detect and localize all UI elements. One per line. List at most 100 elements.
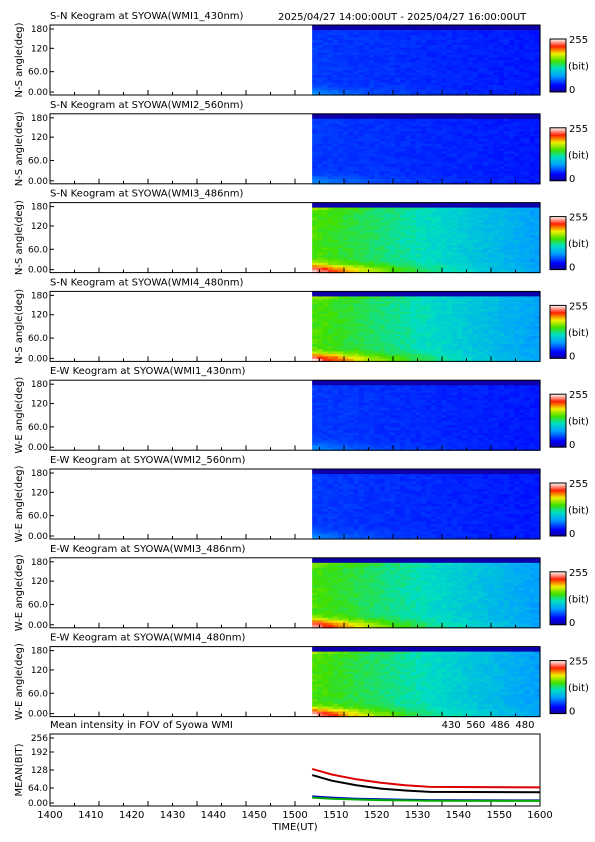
keogram-panel-3: S-N Keogram at SYOWA(WMI3_486nm)180 120 60…: [14, 189, 589, 276]
y-tick-label: 128: [31, 766, 48, 776]
series-line-486: [311, 767, 541, 789]
colorbar: 255 (bit) 0: [549, 124, 589, 185]
heatmap-image: [312, 113, 541, 185]
x-tick-label: 1550: [486, 810, 511, 821]
colorbar-max-label: 255: [569, 35, 588, 46]
x-tick-label: 1540: [446, 810, 471, 821]
colorbar-max-label: 255: [569, 479, 588, 490]
colorbar: 255 (bit) 0: [549, 301, 589, 362]
panel-title: S-N Keogram at SYOWA(WMI4_480nm): [50, 277, 244, 288]
panel-title: S-N Keogram at SYOWA(WMI2_560nm): [50, 100, 244, 111]
y-axis-label: N-S angle(deg): [14, 22, 25, 97]
colorbar-min-label: 0: [569, 85, 575, 96]
heatmap-image: [312, 291, 541, 362]
y-tick-label: 120: [31, 488, 48, 498]
colorbar-min-label: 0: [569, 174, 575, 185]
heatmap-image: [312, 557, 541, 629]
colorbar-max-label: 255: [569, 124, 588, 135]
colorbar: 255 (bit) 0: [549, 213, 589, 274]
y-axis-label: N-S angle(deg): [14, 200, 25, 275]
y-tick-label: 60.0: [28, 600, 48, 610]
y-tick-label: 60.0: [28, 245, 48, 255]
colorbar: 255 (bit) 0: [549, 479, 589, 540]
y-tick-label: 0.00: [28, 621, 48, 631]
colorbar: 255 (bit) 0: [549, 657, 589, 718]
colorbar-min-label: 0: [569, 618, 575, 629]
colorbar-unit-label: (bit): [568, 417, 589, 428]
y-axis-label: W-E angle(deg): [14, 377, 25, 454]
x-tick-label: 1510: [323, 810, 348, 821]
panel-title: E-W Keogram at SYOWA(WMI3_486nm): [50, 544, 246, 555]
x-tick-label: 1530: [405, 810, 430, 821]
y-tick-label: 120: [31, 133, 48, 143]
y-tick-label: 60.0: [28, 334, 48, 344]
y-axis-label: MEAN(BIT): [14, 743, 25, 796]
heatmap-image: [312, 380, 541, 451]
colorbar-unit-label: (bit): [568, 594, 589, 605]
legend-entry-430: 430: [442, 720, 461, 731]
panel-title: E-W Keogram at SYOWA(WMI2_560nm): [50, 455, 246, 466]
y-tick-label: 0.00: [28, 266, 48, 276]
y-tick-label: 64.0: [28, 784, 48, 794]
colorbar-unit-label: (bit): [568, 328, 589, 339]
y-tick-label: 120: [31, 577, 48, 587]
y-tick-label: 0.00: [28, 354, 48, 364]
y-tick-label: 120: [31, 44, 48, 54]
x-tick-label: 1440: [201, 810, 226, 821]
heatmap-image: [312, 202, 541, 274]
panel-title: E-W Keogram at SYOWA(WMI1_430nm): [50, 366, 246, 377]
y-tick-label: 180: [31, 291, 48, 301]
y-tick-label: 180: [31, 469, 48, 479]
x-tick-label: 1520: [364, 810, 389, 821]
colorbar-unit-label: (bit): [568, 150, 589, 161]
y-tick-label: 60.0: [28, 423, 48, 433]
colorbar-min-label: 0: [569, 263, 575, 274]
keogram-panel-7: E-W Keogram at SYOWA(WMI3_486nm)180 120 60…: [14, 544, 589, 631]
series-line-480: [311, 774, 541, 794]
y-tick-label: 120: [31, 311, 48, 321]
x-axis-label: TIME(UT): [271, 822, 317, 833]
x-tick-label: 1400: [37, 810, 62, 821]
y-tick-label: 180: [31, 203, 48, 213]
colorbar-unit-label: (bit): [568, 62, 589, 73]
heatmap-image: [312, 469, 541, 540]
y-tick-label: 256: [31, 734, 48, 744]
panel-title: Mean intensity in FOV of Syowa WMI: [50, 720, 233, 731]
x-tick-label: 1500: [282, 810, 307, 821]
heatmap-image: [312, 646, 541, 718]
x-tick-label: 1420: [119, 810, 144, 821]
x-tick-label: 1600: [527, 810, 552, 821]
colorbar: 255 (bit) 0: [549, 35, 589, 96]
keogram-panel-4: S-N Keogram at SYOWA(WMI4_480nm)180 120 60…: [14, 277, 589, 364]
legend-entry-480: 480: [515, 720, 534, 731]
y-tick-label: 180: [31, 25, 48, 35]
y-tick-label: 0.00: [28, 532, 48, 542]
y-axis-label: N-S angle(deg): [14, 111, 25, 186]
colorbar-max-label: 255: [569, 390, 588, 401]
colorbar-unit-label: (bit): [568, 239, 589, 250]
keogram-panel-2: S-N Keogram at SYOWA(WMI2_560nm)180 120 60…: [14, 100, 589, 187]
y-tick-label: 0.00: [28, 88, 48, 98]
y-tick-label: 180: [31, 647, 48, 657]
series-line-560: [312, 796, 541, 802]
legend: 480 486 560 430: [442, 720, 535, 731]
y-tick-label: 192: [31, 748, 48, 758]
y-tick-label: 60.0: [28, 689, 48, 699]
panels-group: 2025/04/27 14:00:00UT - 2025/04/27 16:00…: [14, 11, 589, 833]
x-tick-label: 1410: [78, 810, 103, 821]
y-axis-label: N-S angle(deg): [14, 289, 25, 364]
colorbar: 255 (bit) 0: [549, 390, 589, 451]
colorbar-max-label: 255: [569, 213, 588, 224]
y-tick-label: 0.00: [28, 799, 48, 809]
legend-entry-486: 486: [491, 720, 510, 731]
colorbar-max-label: 255: [569, 301, 588, 312]
y-tick-label: 180: [31, 558, 48, 568]
keogram-panel-8: E-W Keogram at SYOWA(WMI4_480nm)180 120 60…: [14, 633, 589, 720]
colorbar: 255 (bit) 0: [549, 568, 589, 629]
y-axis-label: W-E angle(deg): [14, 643, 25, 720]
y-tick-label: 0.00: [28, 443, 48, 453]
y-tick-label: 120: [31, 666, 48, 676]
colorbar-min-label: 0: [569, 440, 575, 451]
y-tick-label: 0.00: [28, 710, 48, 720]
